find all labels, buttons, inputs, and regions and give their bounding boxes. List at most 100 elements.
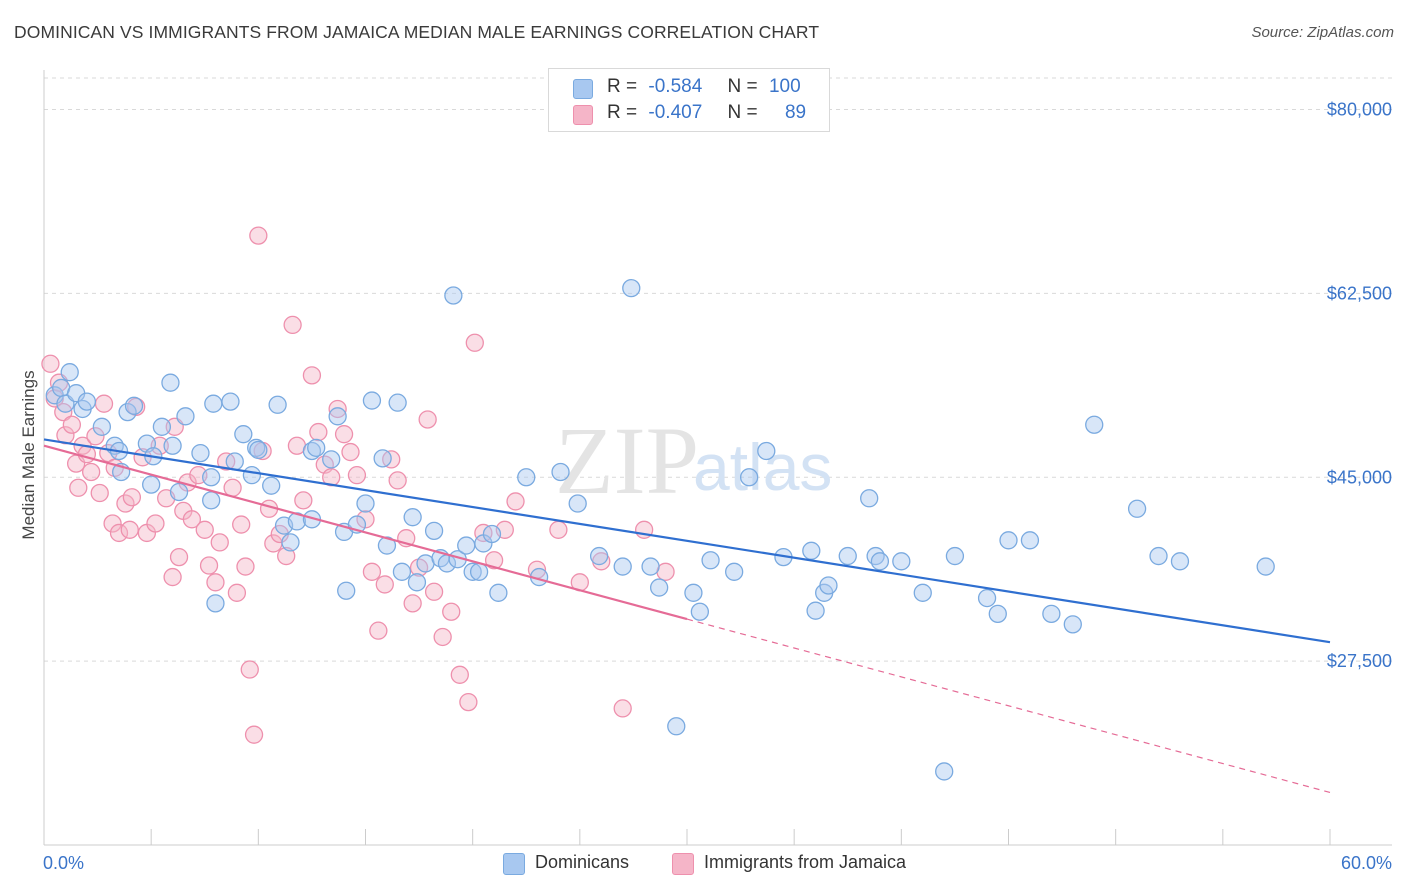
dominican-point [1127,499,1147,518]
jamaica-point [195,520,214,539]
series-label-dominicans: Dominicans [535,852,630,872]
y-tick-label: $80,000 [1327,100,1392,120]
dominican-point [1149,546,1168,566]
dominican-point [176,407,195,426]
dominican-point [388,393,407,412]
jamaica-point [450,665,469,684]
dominican-point [373,449,392,468]
y-tick-label: $62,500 [1327,283,1392,303]
y-tick-label: $27,500 [1327,651,1392,671]
dominican-point [489,583,508,602]
jamaica-point [356,510,375,529]
legend-swatch-blue [573,79,593,99]
dominican-point [337,581,356,600]
jamaica-point [163,567,182,587]
jamaica-point [459,692,478,712]
jamaica-point [302,366,322,385]
jamaica-point [120,520,139,539]
legend-r-label: R = [607,76,638,97]
dominican-point [568,494,587,513]
dominican-point [935,762,954,781]
trend-lines [43,438,1331,794]
dominican-point [892,552,911,571]
dominican-point [377,536,397,555]
dominican-point [242,466,262,485]
jamaica-point [122,488,142,507]
jamaica-point [388,471,407,490]
jamaica-point [206,573,225,592]
legend-n-label: N = [727,76,758,97]
dominican-point [482,524,502,544]
dominican-point [152,417,172,436]
y-tick-label: $45,000 [1327,467,1392,487]
series-label-jamaica: Immigrants from Jamaica [704,852,907,872]
dominicans-trend-line [43,438,1331,644]
dominican-point [667,717,686,736]
dominican-point [806,601,825,620]
dominican-point [204,394,223,413]
jamaica-point [169,547,189,567]
dominican-point [701,551,720,570]
dominican-point [802,541,821,560]
dominican-point [819,576,838,595]
legend-r-label: R = [607,102,638,123]
jamaica-point [146,514,165,533]
y-axis-label: Median Male Earnings [19,370,38,539]
dominican-point [649,578,669,597]
legend-n-value-jamaica: 89 [784,102,807,123]
dominican-point [589,546,609,566]
legend-r-value-dominicans: -0.584 [648,76,703,97]
dominican-point [1020,531,1040,550]
jamaica-point [283,315,302,335]
dominican-point [740,468,759,487]
dominican-point [838,546,857,566]
jamaica-point [41,354,60,373]
tick-labels: $27,500 $45,000 $62,500 $80,000 0.0% 60.0% [43,100,1392,873]
dominican-point [1063,615,1082,634]
dominican-point [684,583,703,602]
dominican-point [92,417,112,436]
dominican-point [988,604,1007,623]
dominican-point [234,425,253,444]
jamaica-trend-line [43,444,688,621]
dominican-point [977,588,997,608]
jamaica-point [109,523,129,543]
jamaica-point [227,583,247,602]
dominican-point [356,494,375,513]
dominican-point [613,557,632,576]
dominican-point [142,475,161,494]
legend-n-label: N = [727,102,758,123]
jamaica-point [103,514,122,533]
dominican-point [206,594,225,613]
dominican-point [77,392,97,411]
dominican-point [202,468,221,487]
jamaica-trend-extension [686,618,1331,794]
dominican-point [403,508,422,527]
dominican-point [870,552,890,571]
jamaica-point [418,410,437,429]
jamaica-point [82,462,101,482]
jamaica-point [182,510,202,529]
watermark-atlas: atlas [693,430,832,504]
dominican-point [221,392,240,411]
jamaica-point [309,422,328,442]
dominican-point [551,462,570,482]
dominican-point [328,407,347,426]
jamaica-point [613,699,632,718]
jamaica-point [294,491,313,510]
jamaica-point [199,556,219,575]
dominican-point [362,391,382,410]
dominican-point [249,440,268,460]
dominican-point [725,562,744,581]
dominican-point [392,562,412,581]
correlation-legend: R = -0.584 N = 100 R = -0.407 N = 89 [548,68,830,132]
jamaica-point [375,575,394,594]
jamaica-point [341,442,360,462]
dominican-point [999,531,1018,550]
jamaica-point [442,602,461,621]
jamaica-point [69,478,88,497]
dominican-point [757,441,776,461]
dominican-point [469,562,489,581]
jamaica-point [86,427,105,446]
jamaica-point [210,533,229,552]
